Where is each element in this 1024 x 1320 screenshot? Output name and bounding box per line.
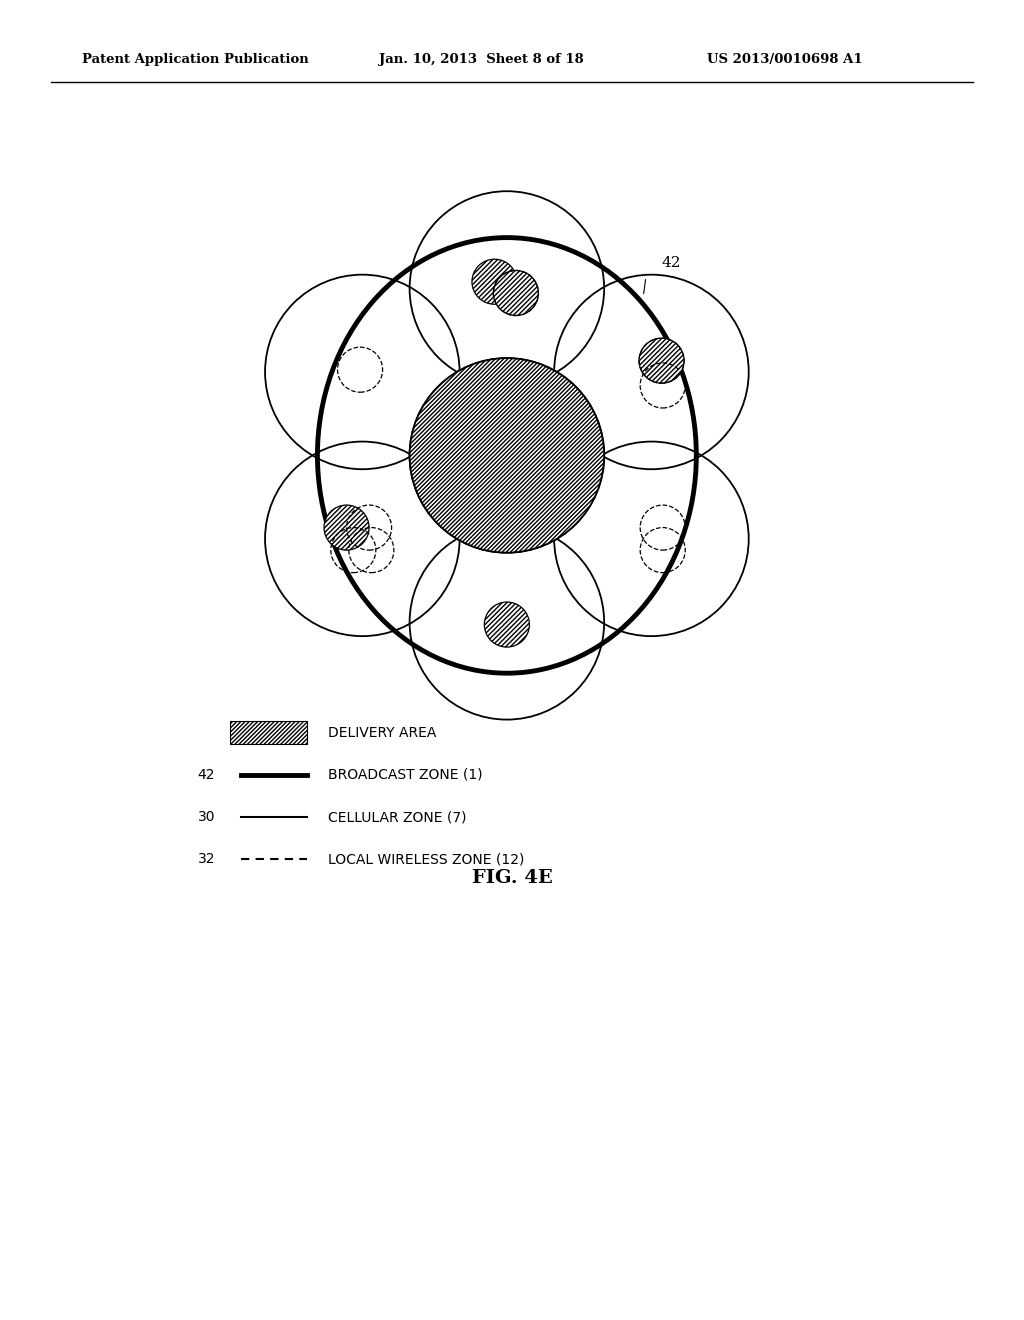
Text: CELLULAR ZONE (7): CELLULAR ZONE (7): [328, 810, 466, 824]
Text: Jan. 10, 2013  Sheet 8 of 18: Jan. 10, 2013 Sheet 8 of 18: [379, 53, 584, 66]
Text: 32: 32: [198, 853, 215, 866]
Circle shape: [472, 259, 517, 304]
Text: 42: 42: [662, 256, 681, 271]
Circle shape: [324, 506, 369, 550]
Circle shape: [484, 602, 529, 647]
Circle shape: [410, 358, 604, 553]
Bar: [230, 721, 307, 744]
Circle shape: [494, 271, 539, 315]
Text: DELIVERY AREA: DELIVERY AREA: [328, 726, 436, 739]
Text: 30: 30: [198, 810, 215, 824]
Text: FIG. 4E: FIG. 4E: [472, 869, 552, 887]
Text: 42: 42: [198, 768, 215, 781]
Text: LOCAL WIRELESS ZONE (12): LOCAL WIRELESS ZONE (12): [328, 853, 524, 866]
Text: BROADCAST ZONE (1): BROADCAST ZONE (1): [328, 768, 482, 781]
Text: Patent Application Publication: Patent Application Publication: [82, 53, 308, 66]
Circle shape: [639, 338, 684, 383]
Text: US 2013/0010698 A1: US 2013/0010698 A1: [707, 53, 862, 66]
